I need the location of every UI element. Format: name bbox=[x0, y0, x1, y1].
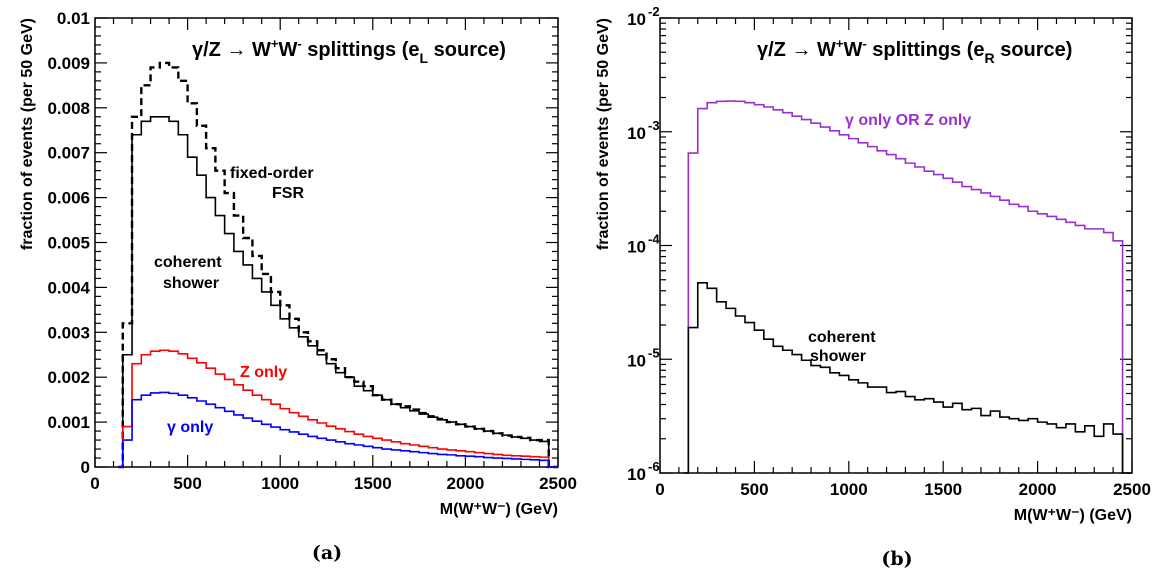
label-coherent: coherent bbox=[808, 329, 876, 346]
label-coherent: coherent bbox=[154, 254, 222, 271]
y-tick-label: 10 -6 bbox=[627, 459, 659, 484]
y-tick-label: 0.008 bbox=[47, 99, 90, 118]
x-tick-label: 0 bbox=[90, 474, 99, 493]
y-tick-label: 0.007 bbox=[47, 144, 90, 163]
label-shower: shower bbox=[163, 275, 219, 292]
series-γ-only-or-z-only bbox=[683, 100, 1132, 474]
chart-panel-a: 0 500 1000 1500 2000 2500 0 0.001 0.002 0.003 0.00… bbox=[19, 9, 577, 564]
y-tick-label: 10 -5 bbox=[627, 345, 659, 370]
series-γ-only bbox=[118, 391, 558, 468]
label-gamma-or-z: γ only OR Z only bbox=[845, 112, 971, 129]
y-tick-label: 0.002 bbox=[47, 368, 90, 387]
label-fixed-order: fixed-order bbox=[230, 165, 314, 182]
x-axis-label: M(W⁺W⁻) (GeV) bbox=[440, 501, 558, 518]
y-tick-label: 0.004 bbox=[47, 278, 90, 297]
annotations: γ only OR Z only coherent shower bbox=[808, 112, 971, 365]
y-tick-label: 0.003 bbox=[47, 323, 90, 342]
y-axis-label: fraction of events (per 50 GeV) bbox=[595, 18, 612, 250]
y-tick-label: 10 -3 bbox=[627, 118, 659, 143]
series-coherent-shower bbox=[683, 281, 1132, 474]
y-tick-label: 10 -2 bbox=[627, 4, 659, 29]
label-shower: shower bbox=[810, 348, 866, 365]
y-axis: 10-6 10-5 10-4 10-3 10-2 bbox=[627, 4, 1132, 484]
x-tick-label: 1000 bbox=[830, 480, 868, 499]
x-tick-label: 500 bbox=[740, 480, 768, 499]
chart-title: γ/Z → W+W- splittings (eR source) bbox=[757, 36, 1072, 66]
x-tick-label: 500 bbox=[173, 474, 201, 493]
y-tick-label: 0.001 bbox=[47, 413, 90, 432]
x-axis-label: M(W⁺W⁻) (GeV) bbox=[1014, 507, 1132, 524]
y-tick-label: 0.01 bbox=[57, 9, 90, 28]
label-fsr: FSR bbox=[272, 185, 304, 202]
x-tick-label: 1500 bbox=[924, 480, 962, 499]
y-tick-label: 0.009 bbox=[47, 54, 90, 73]
x-tick-label: 2000 bbox=[1019, 480, 1057, 499]
annotations: fixed-order FSR coherent shower Z only γ only bbox=[154, 165, 314, 436]
series-z-only bbox=[118, 349, 558, 468]
chart-title: γ/Z → W+W- splittings (eL source) bbox=[192, 36, 506, 66]
x-tick-label: 2500 bbox=[539, 474, 577, 493]
chart-panel-b: 0 500 1000 1500 2000 2500 10-6 10-5 10-4 10-3 10-2… bbox=[595, 4, 1151, 570]
panel-caption: (a) bbox=[312, 542, 342, 564]
x-tick-label: 1500 bbox=[354, 474, 392, 493]
x-tick-label: 2500 bbox=[1113, 480, 1151, 499]
plot-frame bbox=[659, 17, 1133, 474]
label-gamma-only: γ only bbox=[167, 419, 213, 436]
series-coherent-shower bbox=[118, 115, 558, 468]
x-tick-label: 2000 bbox=[446, 474, 484, 493]
y-tick-label: 0.005 bbox=[47, 234, 90, 253]
series-fixed-order-fsr bbox=[118, 61, 558, 469]
y-tick-label: 0 bbox=[81, 458, 90, 477]
y-tick-label: 0.006 bbox=[47, 189, 90, 208]
x-axis: 0 500 1000 1500 2000 2500 bbox=[655, 18, 1151, 499]
panel-caption: (b) bbox=[881, 548, 912, 570]
x-tick-label: 1000 bbox=[261, 474, 299, 493]
x-tick-label: 0 bbox=[655, 480, 664, 499]
y-axis: 0 0.001 0.002 0.003 0.004 0.005 0.006 0.007 0.00… bbox=[47, 9, 558, 477]
y-axis-label: fraction of events (per 50 GeV) bbox=[19, 18, 36, 250]
label-z-only: Z only bbox=[240, 364, 287, 381]
y-tick-label: 10 -4 bbox=[627, 232, 660, 257]
x-axis: 0 500 1000 1500 2000 2500 bbox=[90, 18, 577, 493]
plot-frame bbox=[94, 17, 559, 468]
